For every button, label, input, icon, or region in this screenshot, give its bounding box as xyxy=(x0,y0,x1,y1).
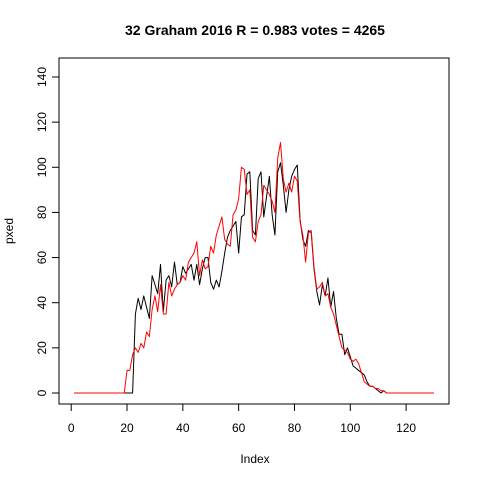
x-axis: 0 20 40 60 80 100 120 xyxy=(68,403,416,435)
series-line-predicted xyxy=(74,141,434,394)
plot-frame xyxy=(58,57,450,405)
y-tick-label: 80 xyxy=(35,205,49,219)
chart-title: 32 Graham 2016 R = 0.983 votes = 4265 xyxy=(125,22,385,38)
x-axis-label: Index xyxy=(240,452,269,466)
series-layer xyxy=(74,141,434,394)
x-tick-label: 120 xyxy=(396,421,416,435)
x-tick-label: 0 xyxy=(68,421,75,435)
series-line-observed xyxy=(74,162,423,394)
y-axis-label: pxed xyxy=(2,218,16,244)
y-tick-label: 20 xyxy=(35,341,49,355)
y-tick-label: 120 xyxy=(35,112,49,132)
y-tick-label: 140 xyxy=(35,67,49,87)
x-tick-label: 100 xyxy=(340,421,360,435)
y-axis: 0 20 40 60 80 100 120 140 xyxy=(35,67,60,396)
y-tick-label: 0 xyxy=(35,389,49,396)
x-tick-label: 20 xyxy=(120,421,134,435)
x-tick-label: 80 xyxy=(288,421,302,435)
y-tick-label: 100 xyxy=(35,157,49,177)
x-tick-label: 40 xyxy=(176,421,190,435)
y-tick-label: 60 xyxy=(35,251,49,265)
y-tick-label: 40 xyxy=(35,296,49,310)
x-tick-label: 60 xyxy=(232,421,246,435)
